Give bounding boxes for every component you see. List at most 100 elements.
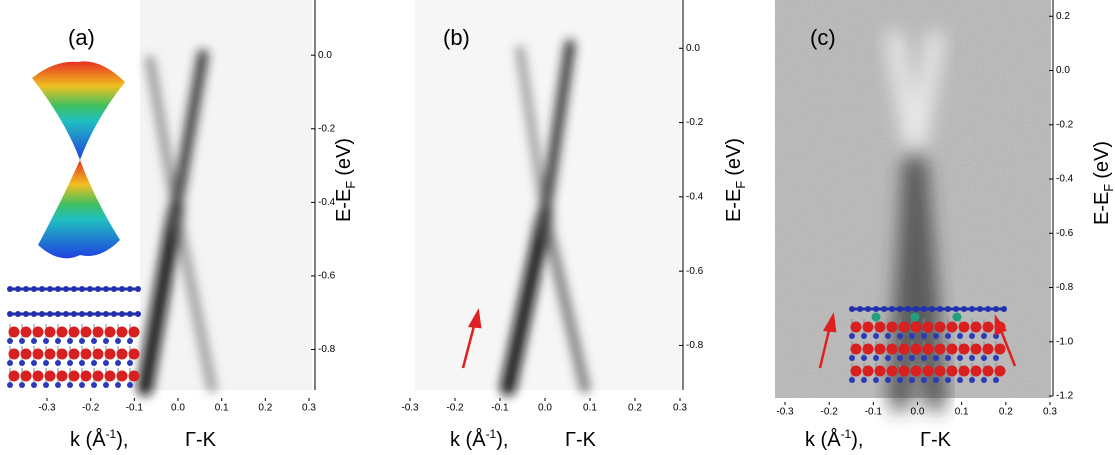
atom: [80, 348, 92, 360]
x-tick-label: -0.3: [776, 407, 794, 418]
atom: [961, 306, 967, 312]
atom: [994, 343, 1006, 355]
atom: [92, 326, 104, 338]
atom: [871, 312, 881, 322]
atom: [850, 365, 862, 377]
x-tick-label: -0.1: [126, 403, 144, 414]
atom: [116, 348, 128, 360]
y-tick-label: -0.4: [686, 191, 704, 202]
atom: [958, 365, 970, 377]
atom: [104, 348, 116, 360]
atom: [909, 333, 915, 339]
y-tick-label: 0.0: [686, 43, 700, 54]
x-tick-label: -0.1: [865, 407, 883, 418]
atom: [874, 365, 886, 377]
atom: [970, 321, 982, 333]
atom: [92, 348, 104, 360]
x-tick-label: 0.3: [1043, 407, 1057, 418]
atom: [92, 370, 104, 382]
atom: [905, 306, 911, 312]
atom: [31, 338, 37, 344]
atom: [874, 343, 886, 355]
atom: [127, 311, 133, 317]
x-tick-label: 0.1: [215, 403, 229, 414]
atom: [862, 343, 874, 355]
atom: [970, 365, 982, 377]
atom: [119, 311, 125, 317]
x-axis-label-part: k (Å: [805, 428, 841, 451]
atom: [8, 370, 20, 382]
atom: [945, 333, 951, 339]
atom: [80, 326, 92, 338]
atom: [934, 343, 946, 355]
atom: [32, 348, 44, 360]
atom: [861, 355, 867, 361]
atom: [111, 286, 117, 292]
atom: [849, 306, 855, 312]
atom: [981, 355, 987, 361]
atom: [861, 333, 867, 339]
atom: [115, 382, 121, 388]
atom: [865, 306, 871, 312]
atom: [55, 286, 61, 292]
atom: [31, 286, 37, 292]
y-tick-label: -0.4: [1056, 174, 1074, 185]
y-tick-label: -0.2: [1056, 119, 1074, 130]
atom: [32, 370, 44, 382]
atom: [970, 343, 982, 355]
atom: [969, 355, 975, 361]
atom: [910, 312, 920, 322]
atom: [20, 348, 32, 360]
x-tick-label: 0.3: [673, 403, 687, 414]
x-axis-label-part: ),: [116, 429, 128, 451]
atom: [957, 377, 963, 383]
atom: [982, 343, 994, 355]
atom: [55, 338, 61, 344]
x-tick-label: 0.1: [583, 403, 597, 414]
atom: [39, 311, 45, 317]
atom: [993, 377, 999, 383]
x-tick-label: -0.1: [491, 403, 509, 414]
atom: [885, 355, 891, 361]
y-tick-label: -0.8: [1056, 282, 1074, 293]
x-axis-label-sup: -1: [486, 427, 497, 441]
atom: [31, 382, 37, 388]
atom: [127, 360, 133, 366]
atom: [913, 306, 919, 312]
atom: [873, 377, 879, 383]
atom: [933, 355, 939, 361]
atom: [19, 338, 25, 344]
atom: [71, 311, 77, 317]
atom: [881, 306, 887, 312]
y-tick-label: -0.8: [686, 340, 704, 351]
x-axis-label-part: k (Å: [450, 428, 486, 451]
spectrum-image: [415, 0, 681, 396]
panel-label: (a): [68, 25, 95, 50]
atom: [982, 321, 994, 333]
atom: [921, 333, 927, 339]
atom: [7, 338, 13, 344]
atom: [873, 333, 879, 339]
y-axis-label: E-EF (eV): [1091, 141, 1115, 225]
atom: [874, 321, 886, 333]
atom: [20, 326, 32, 338]
atom: [79, 382, 85, 388]
atom: [857, 306, 863, 312]
x-tick-label: 0.0: [911, 407, 925, 418]
atom: [945, 377, 951, 383]
atom: [953, 306, 959, 312]
x-tick-label: -0.2: [446, 403, 464, 414]
atom: [909, 377, 915, 383]
atom: [934, 365, 946, 377]
atom: [849, 333, 855, 339]
y-axis-label-part: E-E: [723, 189, 745, 222]
atom: [103, 360, 109, 366]
atom: [20, 370, 32, 382]
x-axis-label-sup: -1: [106, 427, 117, 441]
atom: [850, 321, 862, 333]
atom: [952, 312, 962, 322]
x-tick-label: -0.2: [82, 403, 100, 414]
atom: [91, 382, 97, 388]
atom: [104, 370, 116, 382]
